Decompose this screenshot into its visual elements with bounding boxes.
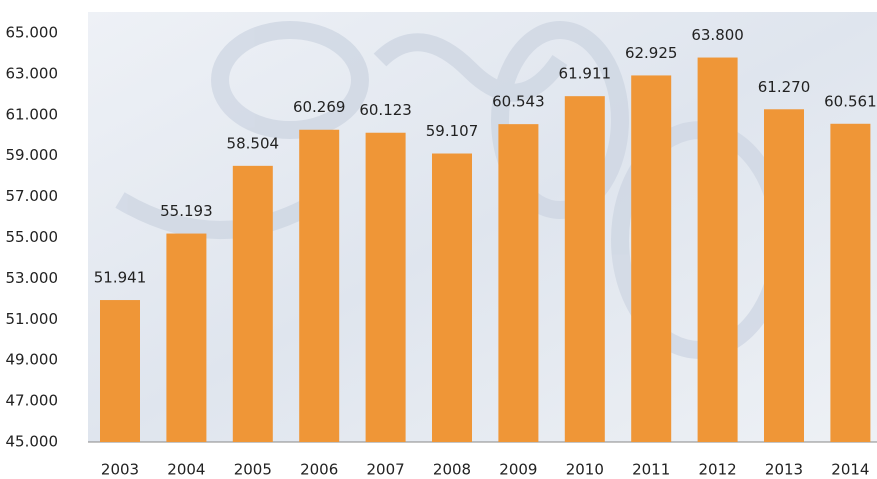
bar — [697, 57, 738, 442]
bar — [764, 109, 804, 442]
bar — [232, 165, 273, 442]
y-tick-label: 45.000 — [6, 433, 59, 451]
y-tick-label: 51.000 — [6, 310, 59, 328]
value-label: 58.504 — [227, 134, 280, 152]
x-tick-label: 2010 — [566, 461, 604, 479]
x-tick-label: 2006 — [300, 461, 338, 479]
y-tick-label: 63.000 — [6, 64, 59, 82]
bar — [631, 75, 672, 442]
value-label: 60.269 — [293, 98, 346, 116]
y-tick-label: 61.000 — [6, 105, 59, 123]
x-tick-label: 2014 — [831, 461, 869, 479]
value-label: 51.941 — [94, 269, 147, 287]
y-tick-label: 47.000 — [6, 392, 59, 410]
bar — [299, 129, 340, 442]
y-tick-label: 49.000 — [6, 351, 59, 369]
x-tick-label: 2007 — [367, 461, 405, 479]
x-tick-label: 2011 — [632, 461, 670, 479]
x-tick-label: 2003 — [101, 461, 139, 479]
bar — [365, 132, 406, 442]
x-tick-label: 2004 — [167, 461, 205, 479]
x-tick-label: 2013 — [765, 461, 803, 479]
bar — [498, 124, 539, 442]
value-label: 59.107 — [426, 122, 479, 140]
bar — [564, 96, 605, 443]
y-tick-label: 53.000 — [6, 269, 59, 287]
x-tick-label: 2009 — [499, 461, 537, 479]
value-label: 61.270 — [758, 78, 811, 96]
value-label: 60.123 — [359, 101, 412, 119]
bar — [830, 123, 871, 442]
bar — [432, 153, 472, 443]
value-label: 55.193 — [160, 202, 213, 220]
value-label: 63.800 — [691, 26, 744, 44]
value-label: 62.925 — [625, 44, 678, 62]
x-tick-label: 2012 — [699, 461, 737, 479]
value-label: 60.543 — [492, 93, 545, 111]
bar — [100, 300, 140, 442]
x-tick-label: 2005 — [234, 461, 272, 479]
value-label: 61.911 — [559, 65, 612, 83]
y-tick-label: 65.000 — [6, 24, 59, 42]
x-tick-label: 2008 — [433, 461, 471, 479]
bar — [166, 233, 207, 442]
y-tick-label: 55.000 — [6, 228, 59, 246]
value-label: 60.561 — [824, 92, 877, 110]
y-tick-label: 59.000 — [6, 146, 59, 164]
y-tick-label: 57.000 — [6, 187, 59, 205]
